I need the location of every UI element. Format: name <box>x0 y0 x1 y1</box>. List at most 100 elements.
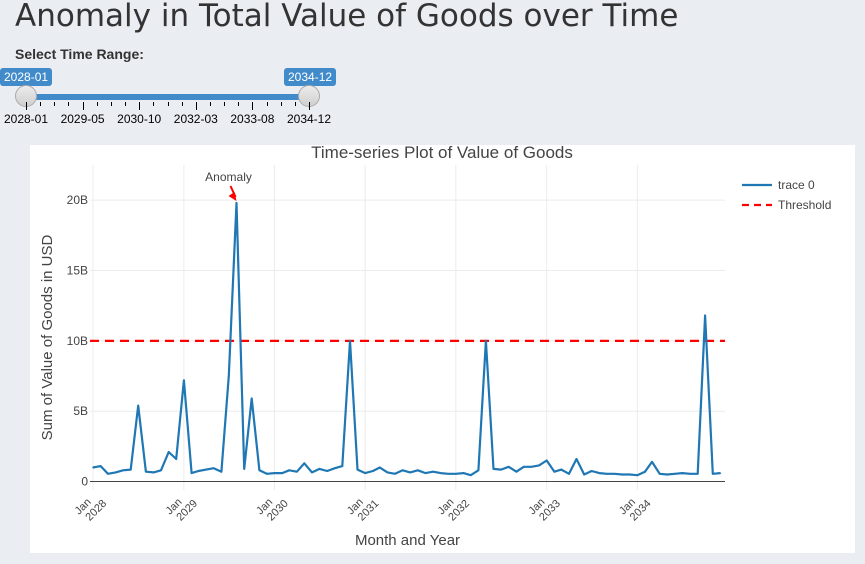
series-trace-0-point <box>492 468 495 470</box>
series-trace-0-point <box>545 459 548 462</box>
series-trace-0-point <box>197 470 200 472</box>
slider-tick-label: 2032-03 <box>173 112 218 126</box>
series-trace-0-point <box>590 470 593 472</box>
series-trace-0-point <box>651 461 653 463</box>
chart-title: Time-series Plot of Value of Goods <box>311 145 573 162</box>
slider-minor-tick <box>167 102 169 106</box>
slider-from-value: 2028-01 <box>0 68 53 86</box>
series-trace-0-point <box>704 314 706 317</box>
slider-minor-tick <box>54 102 56 106</box>
series-trace-0-point <box>114 471 117 474</box>
series-trace-0-point <box>644 470 646 473</box>
series-trace-0-point <box>145 470 147 473</box>
series-trace-0-point <box>129 468 132 471</box>
slider-tick-label: 2028-01 <box>3 112 49 126</box>
slider-tick-label: 2029-05 <box>60 112 105 126</box>
series-trace-0-point <box>401 469 404 472</box>
slider-major-tick <box>195 102 197 110</box>
series-trace-0-point <box>696 473 699 475</box>
series-trace-0-point <box>507 465 510 468</box>
series-trace-0-point <box>205 468 208 471</box>
series-trace-0-point <box>658 473 661 475</box>
time-series-chart[interactable]: Time-series Plot of Value of Goods 0 5B 10B… <box>30 143 855 553</box>
series-trace-0-point <box>220 470 223 473</box>
series-trace-0-point <box>183 379 185 382</box>
slider-minor-tick <box>266 102 268 106</box>
series-trace-0-point <box>530 465 533 468</box>
series-trace-0-point <box>235 202 238 204</box>
series-trace-0-point <box>364 472 366 474</box>
slider-selected-range[interactable] <box>26 94 309 100</box>
plot-card: Time-series Plot of Value of Goods 0 5B 10B… <box>30 143 855 553</box>
series-trace-0-point <box>372 470 374 472</box>
series-trace-0-point <box>462 472 465 474</box>
series-trace-0-point <box>92 466 94 469</box>
series-trace-0-point <box>349 340 351 342</box>
slider-to-value: 2034-12 <box>284 68 337 86</box>
series-trace-0-point <box>636 474 639 477</box>
series-trace-0-point <box>515 470 518 473</box>
series-trace-0-point <box>175 458 177 460</box>
slider-tick-label: 2034-12 <box>286 112 332 126</box>
series-trace-0-point <box>266 473 268 475</box>
series-trace-0-point <box>628 473 631 476</box>
anomaly-annotation: Anomaly <box>205 170 252 184</box>
series-trace-0-point <box>485 340 487 342</box>
anomaly-arrow-head <box>228 191 237 201</box>
series-trace-0-point <box>583 473 585 476</box>
series-trace-0-point <box>689 473 691 475</box>
series-trace-0-point <box>666 473 668 476</box>
y-tick-label: 20B <box>67 193 88 207</box>
slider-major-tick <box>26 102 27 110</box>
slider-minor-tick <box>96 102 98 106</box>
series-trace-0-point <box>334 467 336 469</box>
slider-minor-tick <box>153 102 155 106</box>
series-trace-0-point <box>311 471 313 474</box>
y-tick-label: 0 <box>81 475 88 489</box>
series-trace-0-point <box>99 465 102 467</box>
series-trace-0-point <box>296 470 298 473</box>
series-trace-0-point <box>212 467 215 469</box>
y-axis-title: Sum of Value of Goods in USD <box>39 235 56 441</box>
series-trace-0-point <box>455 473 457 475</box>
series-trace-0-point <box>190 472 193 474</box>
series-trace-0-point <box>107 473 109 475</box>
series-trace-0-point <box>447 473 449 475</box>
series-trace-0-point <box>417 469 419 472</box>
series-trace-0-point <box>424 472 427 474</box>
y-tick-label: 15B <box>67 264 88 278</box>
series-trace-0-point <box>250 397 253 400</box>
series-trace-0-point <box>281 472 284 474</box>
series-trace-0-point <box>303 462 306 465</box>
series-trace-0-point <box>137 404 139 407</box>
series-trace-0-point <box>523 465 525 468</box>
series-trace-0-point <box>409 471 411 474</box>
series-trace-0-point <box>560 468 563 471</box>
slider-major-tick <box>139 102 141 110</box>
series-trace-0-point <box>394 473 396 475</box>
legend-trace-0-label: trace 0 <box>778 178 815 192</box>
slider-minor-tick <box>209 102 211 106</box>
series-trace-0-point <box>681 472 684 474</box>
series-trace-0-point <box>598 472 601 474</box>
slider-minor-tick <box>224 102 226 106</box>
series-trace-0-point <box>712 473 714 475</box>
series-trace-0-point <box>432 470 434 473</box>
series-trace-0-line <box>92 201 721 477</box>
y-tick-label: 5B <box>73 404 88 418</box>
series-trace-0-point <box>379 466 381 469</box>
series-trace-0-point <box>243 468 246 470</box>
slider-minor-tick <box>40 102 42 106</box>
slider-minor-tick <box>294 102 296 106</box>
slider-tick-label: 2030-10 <box>117 112 162 126</box>
series-trace-0-point <box>553 470 556 473</box>
series-trace-0-point <box>575 458 578 460</box>
time-range-slider[interactable]: 2028-01 2034-12 2028-01 2029-05 2030-10 203… <box>0 66 345 132</box>
series-trace-0-point <box>122 469 124 472</box>
time-range-label: Select Time Range: <box>15 46 144 62</box>
series-trace-0-point <box>719 472 722 474</box>
